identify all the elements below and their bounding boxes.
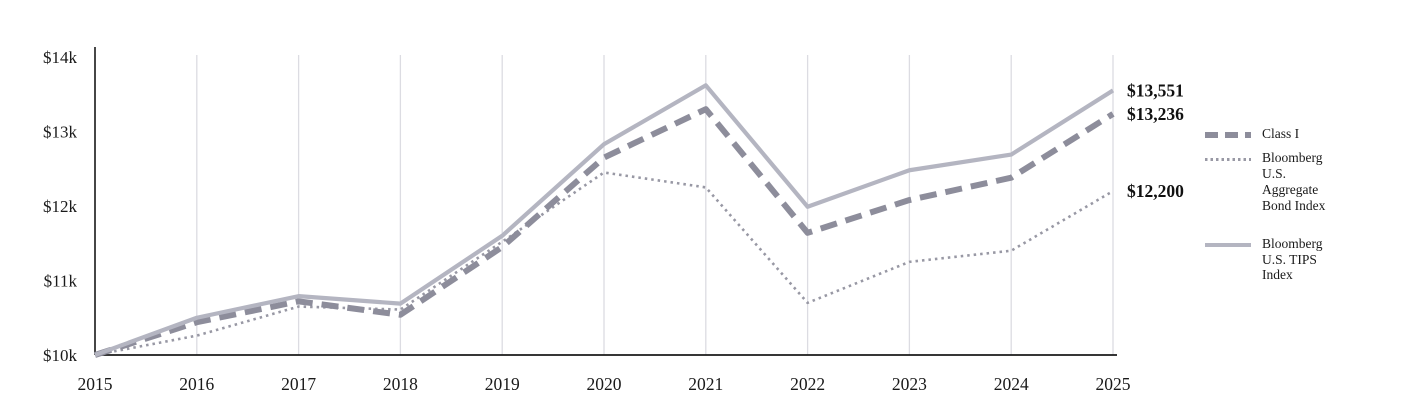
legend-label-aggregate-bond-index: Bloomberg U.S. Aggregate Bond Index: [1262, 149, 1326, 213]
series-line-bloomberg-u-s-tips-index: [94, 83, 1115, 357]
legend-swatch-solid: [1205, 242, 1251, 247]
x-tick-label-2019: 2019: [485, 374, 520, 394]
chart-legend: Class I Bloomberg U.S. Aggregate Bond In…: [1205, 126, 1325, 283]
x-tick-label-2022: 2022: [790, 374, 825, 394]
legend-label-tips-index: Bloomberg U.S. TIPS Index: [1262, 235, 1323, 283]
x-tick-label-2020: 2020: [587, 374, 622, 394]
y-tick-label-$11k: $11k: [44, 272, 78, 291]
y-tick-label-$10k: $10k: [43, 346, 78, 365]
y-tick-label-$13k: $13k: [43, 123, 78, 142]
legend-item-class-i: Class I: [1205, 126, 1325, 142]
legend-item-tips-index: Bloomberg U.S. TIPS Index: [1205, 236, 1325, 284]
end-value-label-class-i: $13,236: [1127, 104, 1184, 124]
x-tick-label-2018: 2018: [383, 374, 418, 394]
legend-swatch-dotted: [1205, 157, 1251, 161]
x-tick-label-2025: 2025: [1096, 374, 1131, 394]
x-tick-label-2016: 2016: [179, 374, 214, 394]
legend-swatch-dashed: [1205, 132, 1251, 138]
x-tick-label-2024: 2024: [994, 374, 1029, 394]
legend-item-aggregate-bond-index: Bloomberg U.S. Aggregate Bond Index: [1205, 150, 1325, 214]
end-value-label-bloomberg-u-s-tips-index: $13,551: [1127, 80, 1184, 100]
legend-label-class-i: Class I: [1262, 126, 1300, 141]
y-tick-label-$14k: $14k: [43, 48, 78, 67]
x-tick-label-2017: 2017: [281, 374, 316, 394]
x-tick-label-2015: 2015: [78, 374, 113, 394]
series-line-bloomberg-u-s-aggregate-bond-index: [94, 171, 1114, 357]
x-tick-label-2021: 2021: [688, 374, 723, 394]
y-tick-label-$12k: $12k: [43, 197, 78, 216]
end-value-label-bloomberg-u-s-aggregate-bond-index: $12,200: [1127, 181, 1184, 201]
x-tick-label-2023: 2023: [892, 374, 927, 394]
